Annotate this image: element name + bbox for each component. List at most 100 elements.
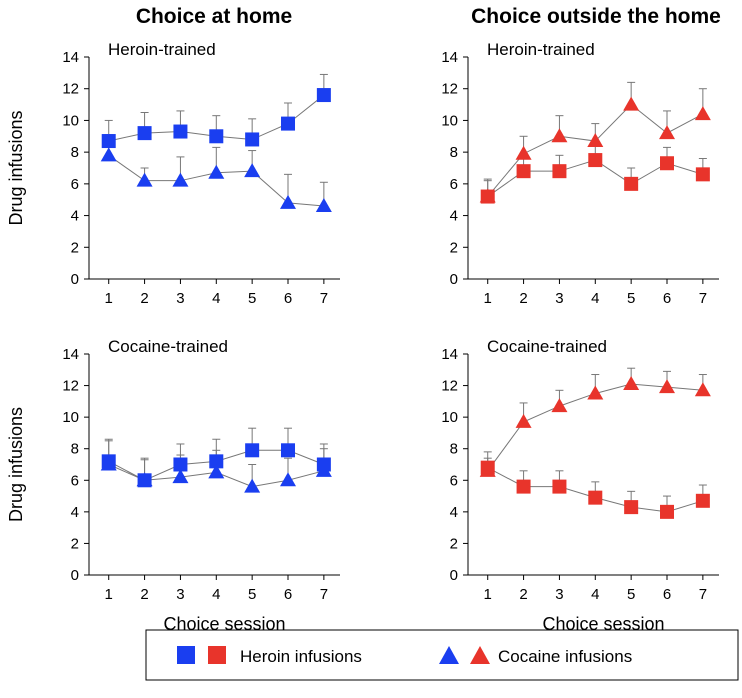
- data-point-triangle: [587, 385, 604, 400]
- data-point-triangle: [244, 163, 261, 178]
- panel-title: Cocaine-trained: [108, 337, 228, 356]
- x-tick-label: 1: [105, 290, 113, 307]
- data-point-triangle: [479, 462, 496, 477]
- data-point-triangle: [659, 379, 676, 394]
- x-tick-label: 7: [699, 290, 707, 307]
- y-tick-label: 8: [71, 441, 79, 458]
- data-point-square: [552, 164, 567, 179]
- data-point-square: [695, 167, 710, 182]
- y-tick-label: 4: [71, 504, 79, 521]
- y-tick-label: 10: [441, 409, 458, 426]
- x-tick-label: 3: [555, 586, 563, 603]
- x-tick-label: 3: [176, 290, 184, 307]
- data-point-square: [516, 164, 531, 179]
- x-tick-label: 1: [105, 586, 113, 603]
- column-title-outside: Choice outside the home: [471, 5, 721, 28]
- data-point-square: [245, 132, 260, 147]
- data-point-square: [281, 116, 296, 131]
- y-tick-label: 2: [71, 239, 79, 256]
- y-tick-label: 14: [441, 49, 458, 66]
- x-tick-label: 2: [140, 586, 148, 603]
- data-point-triangle: [479, 188, 496, 203]
- y-tick-label: 6: [450, 176, 458, 193]
- legend-cocaine-label: Cocaine infusions: [498, 647, 632, 666]
- y-tick-label: 2: [71, 535, 79, 552]
- data-point-square: [695, 493, 710, 508]
- x-tick-label: 5: [248, 586, 256, 603]
- y-axis-label: Drug infusions: [6, 407, 26, 522]
- x-axis-label: Choice session: [542, 614, 664, 634]
- y-tick-label: 0: [71, 271, 79, 288]
- x-tick-label: 2: [519, 586, 527, 603]
- data-point-triangle: [694, 106, 711, 121]
- y-tick-label: 6: [71, 176, 79, 193]
- y-tick-label: 6: [450, 472, 458, 489]
- x-tick-label: 4: [212, 290, 220, 307]
- legend-heroin-label: Heroin infusions: [240, 647, 362, 666]
- y-tick-label: 14: [62, 49, 79, 66]
- data-point-triangle: [515, 413, 532, 428]
- x-tick-label: 7: [699, 586, 707, 603]
- data-point-triangle: [280, 472, 297, 487]
- legend-cocaine-outside-marker: [470, 646, 490, 664]
- data-point-square: [209, 454, 224, 469]
- legend-heroin-home-marker: [177, 646, 195, 664]
- x-tick-label: 4: [591, 290, 599, 307]
- data-point-triangle: [280, 194, 297, 209]
- panel-title: Heroin-trained: [487, 40, 595, 59]
- legend-cocaine-home-marker: [439, 646, 459, 664]
- x-tick-label: 7: [320, 290, 328, 307]
- y-tick-label: 10: [441, 112, 458, 129]
- column-title-home: Choice at home: [136, 5, 292, 28]
- data-point-square: [316, 88, 331, 103]
- data-point-square: [173, 457, 188, 472]
- data-point-square: [245, 443, 260, 458]
- data-point-triangle: [244, 478, 261, 493]
- data-point-triangle: [172, 469, 189, 484]
- panel-title: Heroin-trained: [108, 40, 216, 59]
- y-tick-label: 10: [62, 112, 79, 129]
- data-point-triangle: [551, 398, 568, 413]
- data-point-square: [173, 124, 188, 139]
- y-tick-label: 0: [450, 567, 458, 584]
- y-tick-label: 4: [450, 504, 458, 521]
- data-point-square: [552, 479, 567, 494]
- x-tick-label: 4: [591, 586, 599, 603]
- data-point-square: [209, 129, 224, 144]
- data-point-triangle: [587, 133, 604, 148]
- x-tick-label: 3: [176, 586, 184, 603]
- data-point-triangle: [208, 164, 225, 179]
- y-tick-label: 2: [450, 239, 458, 256]
- y-tick-label: 10: [62, 409, 79, 426]
- y-tick-label: 4: [71, 208, 79, 225]
- data-point-triangle: [694, 382, 711, 397]
- data-point-triangle: [551, 128, 568, 143]
- data-point-triangle: [515, 145, 532, 160]
- data-point-square: [660, 504, 675, 519]
- x-tick-label: 3: [555, 290, 563, 307]
- data-point-triangle: [315, 198, 332, 213]
- data-point-triangle: [315, 462, 332, 477]
- data-point-square: [137, 126, 152, 141]
- x-tick-label: 4: [212, 586, 220, 603]
- data-point-square: [101, 134, 116, 149]
- data-point-square: [660, 156, 675, 171]
- x-tick-label: 6: [663, 586, 671, 603]
- x-tick-label: 5: [627, 290, 635, 307]
- y-tick-label: 12: [441, 81, 458, 98]
- y-tick-label: 14: [62, 346, 79, 363]
- x-tick-label: 1: [484, 586, 492, 603]
- x-tick-label: 6: [663, 290, 671, 307]
- data-point-triangle: [100, 147, 117, 162]
- x-tick-label: 2: [519, 290, 527, 307]
- y-tick-label: 2: [450, 535, 458, 552]
- x-tick-label: 2: [140, 290, 148, 307]
- y-tick-label: 14: [441, 346, 458, 363]
- data-point-triangle: [208, 464, 225, 479]
- data-point-square: [624, 500, 639, 515]
